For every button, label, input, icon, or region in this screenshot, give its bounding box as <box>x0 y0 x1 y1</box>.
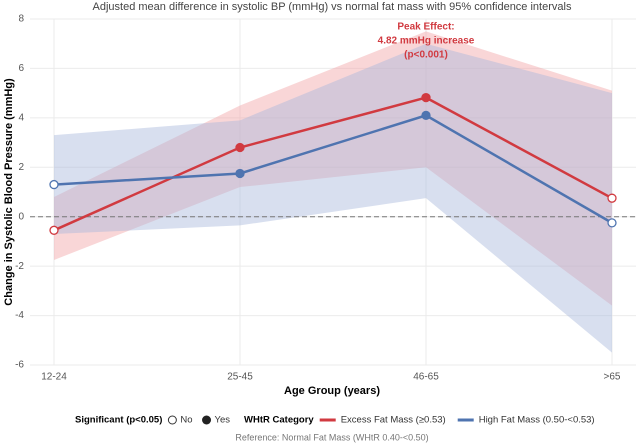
confidence-band <box>54 31 612 306</box>
y-tick-label: 6 <box>18 63 24 74</box>
annotation: (p<0.001) <box>404 50 448 61</box>
data-point <box>49 179 59 190</box>
y-tick-label: 4 <box>18 112 24 123</box>
legend-label: Yes <box>215 415 231 426</box>
data-point <box>607 193 617 203</box>
legend-symbol <box>167 415 177 425</box>
confidence-band <box>54 43 612 353</box>
data-point <box>607 218 617 228</box>
y-tick-label: 2 <box>18 162 24 173</box>
data-point <box>49 225 59 235</box>
series-line <box>53 114 613 224</box>
x-tick-label: 25-45 <box>227 372 253 383</box>
annotation: Peak Effect: <box>397 22 454 33</box>
data-point <box>421 92 431 103</box>
legend-title: Significant (p<0.05) <box>75 415 162 426</box>
x-tick-label: >65 <box>604 372 621 383</box>
y-tick-label: -4 <box>15 310 24 321</box>
y-tick-label: -2 <box>15 261 24 272</box>
caption: Reference: Normal Fat Mass (WHtR 0.40-<0… <box>235 432 428 442</box>
annotation: 4.82 mmHg increase <box>378 36 475 47</box>
legend-symbol <box>202 415 212 425</box>
y-tick-label: -6 <box>15 360 24 371</box>
legend-title: WHtR Category <box>244 415 314 426</box>
data-point <box>421 110 431 121</box>
x-axis-label: Age Group (years) <box>284 385 380 397</box>
data-point <box>235 142 245 153</box>
data-point <box>235 168 245 179</box>
x-tick-label: 12-24 <box>41 372 67 383</box>
legend-label: Excess Fat Mass (≥0.53) <box>341 415 446 426</box>
y-tick-label: 8 <box>18 14 24 25</box>
series-line <box>53 96 613 232</box>
legend-label: High Fat Mass (0.50-<0.53) <box>479 415 595 426</box>
chart-title: Adjusted mean difference in systolic BP … <box>93 1 572 13</box>
y-axis-label: Change in Systolic Blood Pressure (mmHg) <box>3 78 15 306</box>
x-tick-label: 46-65 <box>413 372 439 383</box>
legend-label: No <box>180 415 192 426</box>
y-tick-label: 0 <box>18 211 24 222</box>
